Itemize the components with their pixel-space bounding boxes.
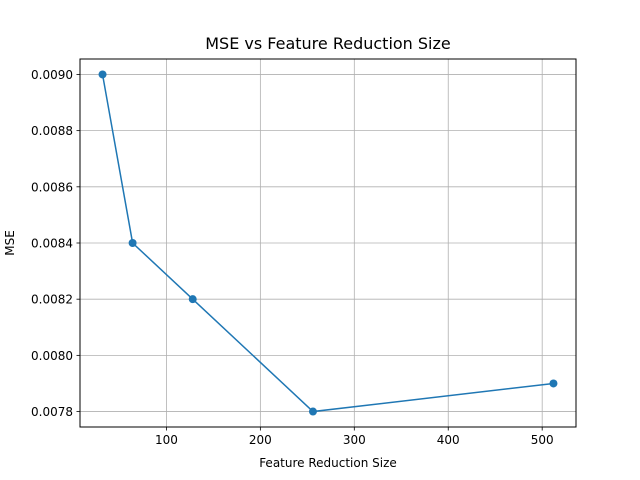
- x-tick-label: 400: [437, 433, 460, 447]
- y-tick-label: 0.0078: [31, 405, 73, 419]
- y-tick-label: 0.0090: [31, 68, 73, 82]
- series-layer: [98, 70, 558, 416]
- x-tick-label: 100: [155, 433, 178, 447]
- x-axis-ticks: 100 200 300 400 500: [155, 427, 554, 447]
- data-point: [98, 70, 107, 79]
- y-axis-label: MSE: [3, 230, 17, 256]
- x-tick-label: 300: [343, 433, 366, 447]
- data-point: [549, 379, 558, 388]
- x-tick-label: 200: [249, 433, 272, 447]
- y-tick-label: 0.0080: [31, 349, 73, 363]
- x-axis-label: Feature Reduction Size: [259, 456, 397, 470]
- chart-title: MSE vs Feature Reduction Size: [205, 34, 451, 53]
- y-axis-ticks: 0.0078 0.0080 0.0082 0.0084 0.0086 0.0088 0.00…: [31, 68, 80, 419]
- data-point: [308, 407, 317, 416]
- y-tick-label: 0.0084: [31, 237, 73, 251]
- data-point: [188, 295, 197, 304]
- x-tick-label: 500: [531, 433, 554, 447]
- data-point: [128, 239, 137, 247]
- y-tick-label: 0.0082: [31, 293, 73, 307]
- grid: [80, 59, 576, 427]
- y-tick-label: 0.0088: [31, 124, 73, 138]
- y-tick-label: 0.0086: [31, 180, 73, 194]
